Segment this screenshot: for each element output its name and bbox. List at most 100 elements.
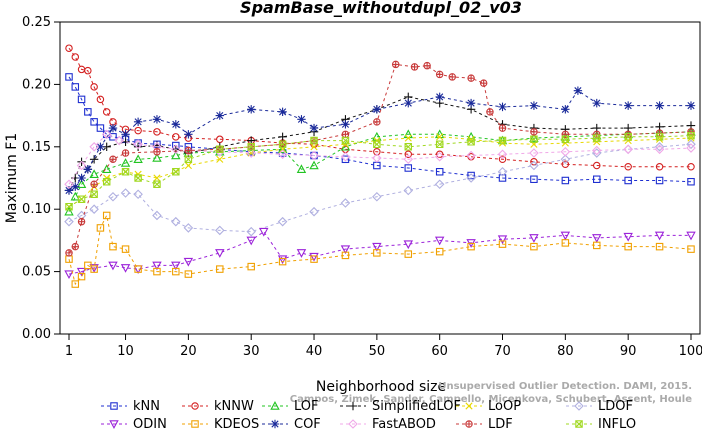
data-point-lof [89, 169, 99, 179]
data-point-inflo [593, 134, 601, 142]
data-point-fastabod [246, 148, 256, 158]
series-line-knnw [68, 47, 691, 168]
data-point-ldof [340, 198, 351, 208]
data-point-knnw [435, 150, 444, 159]
data-point-lof [171, 150, 181, 160]
data-point-cof [655, 101, 664, 110]
data-point-odin [259, 227, 269, 237]
data-point-knn [561, 176, 570, 185]
data-point-knn [71, 83, 80, 91]
data-point-ldf [373, 118, 381, 126]
data-point-ldf [77, 218, 86, 226]
data-point-kdeos [96, 224, 105, 232]
data-point-kdeos [341, 251, 350, 260]
data-point-odin [215, 249, 225, 258]
data-point-inflo [404, 143, 413, 151]
series-line-fastabod [68, 133, 692, 185]
legend-marker-odin [109, 420, 119, 429]
series-layer [64, 44, 696, 288]
data-point-ldf [71, 242, 80, 251]
legend-marker-loop [465, 402, 473, 410]
data-point-inflo [561, 135, 570, 144]
data-point-knnw [84, 66, 92, 75]
legend-item-ldof: LDOF [566, 399, 633, 414]
legend-label-simplifiedlof: SimplifiedLOF [372, 399, 461, 414]
legend-item-knn: kNN [101, 399, 160, 414]
legend-marker-knn [110, 402, 118, 410]
data-point-fastabod [340, 152, 351, 162]
data-point-knnw [216, 135, 224, 144]
data-point-ldof [560, 154, 571, 165]
data-point-knn [467, 171, 475, 180]
data-point-kdeos [121, 245, 130, 253]
series-line-ldof [68, 143, 692, 233]
data-point-knn [310, 151, 318, 160]
data-point-cof [133, 117, 143, 127]
data-point-fastabod [654, 144, 665, 155]
data-point-ldof [654, 142, 665, 152]
x-tick-label: 1 [65, 344, 73, 359]
data-point-fastabod [591, 145, 602, 156]
data-point-ldof [309, 206, 319, 217]
data-point-ldof [403, 185, 414, 196]
data-point-knn [435, 168, 444, 176]
legend-label-fastabod: FastABOD [372, 417, 436, 432]
series-kdeos [65, 211, 695, 288]
data-point-knn [655, 176, 664, 185]
data-point-odin [403, 240, 413, 250]
data-point-ldof [497, 166, 508, 177]
legend: kNN kNNW LOF SimplifiedLOF LoOP LDOF ODIN KDEOS… [101, 399, 636, 432]
data-point-cof [592, 98, 601, 108]
data-point-knnw [96, 95, 105, 104]
data-point-inflo [102, 177, 111, 186]
data-point-knnw [153, 128, 161, 136]
legend-label-kdeos: KDEOS [214, 417, 259, 432]
data-point-cof [573, 86, 583, 95]
legend-marker-fastabod [348, 419, 358, 429]
y-tick-label: 0.00 [22, 327, 51, 342]
data-point-inflo [184, 155, 193, 164]
data-point-kdeos [373, 249, 381, 257]
data-point-fastabod [529, 148, 539, 158]
data-point-knnw [134, 126, 142, 135]
data-point-knn [65, 73, 73, 81]
data-point-odin [246, 236, 256, 246]
data-point-fastabod [403, 154, 414, 165]
y-tick-label: 0.20 [22, 77, 51, 92]
legend-item-odin: ODIN [101, 417, 167, 432]
data-point-cof [184, 130, 193, 139]
data-point-ldf [423, 62, 431, 70]
legend-marker-ldf [465, 420, 473, 428]
series-knn [65, 73, 695, 186]
data-point-odin [623, 232, 633, 242]
data-point-ldf [341, 130, 350, 138]
data-point-cof [435, 92, 444, 102]
data-point-kdeos [77, 272, 86, 281]
data-point-knnw [687, 163, 695, 171]
data-point-fastabod [309, 150, 319, 161]
data-point-lof [133, 154, 143, 164]
data-point-simplifiedlof [278, 132, 287, 142]
data-point-kdeos [655, 242, 664, 251]
data-point-inflo [172, 168, 180, 176]
y-tick-label: 0.05 [22, 265, 51, 280]
data-point-ldf [153, 148, 161, 156]
legend-item-fastabod: FastABOD [340, 417, 436, 432]
data-point-cof [215, 111, 224, 120]
legend-label-knn: kNN [133, 399, 160, 414]
legend-item-inflo: INFLO [566, 417, 636, 432]
data-point-fastabod [466, 150, 476, 161]
data-point-knn [530, 175, 538, 183]
data-point-fastabod [497, 149, 508, 160]
data-point-simplifiedlof [133, 142, 143, 151]
data-point-cof [121, 130, 130, 139]
data-point-kdeos [310, 255, 318, 263]
data-point-kdeos [90, 265, 98, 273]
data-point-odin [296, 249, 307, 258]
x-tick-label: 60 [431, 344, 448, 359]
legend-label-inflo: INFLO [598, 417, 636, 432]
data-point-lof [277, 144, 288, 154]
data-point-cof [71, 182, 80, 191]
data-point-kdeos [134, 265, 142, 273]
data-point-odin [76, 267, 87, 277]
